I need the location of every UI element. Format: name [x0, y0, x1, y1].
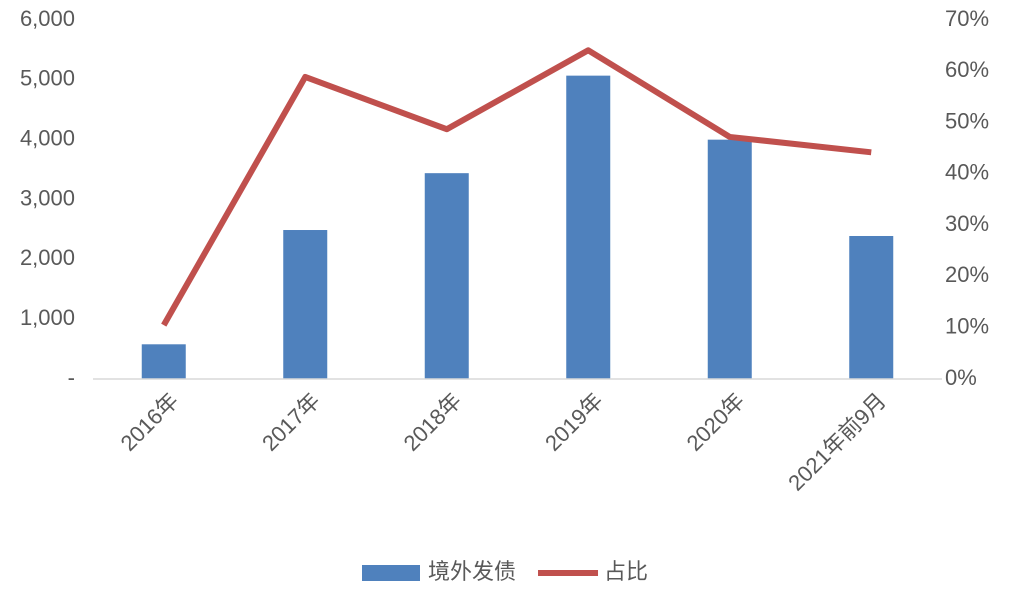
y-tick-label: 1,000: [20, 305, 75, 330]
line: [161, 47, 872, 327]
bar: [707, 139, 752, 379]
x-tick-label: 2016年: [116, 388, 184, 456]
y-tick-label: 3,000: [20, 185, 75, 210]
y2-tick-label: 40%: [945, 160, 989, 185]
x-tick-label: 2021年前9月: [783, 388, 891, 496]
y-tick-label: 5,000: [20, 66, 75, 91]
y2-tick-label: 20%: [945, 262, 989, 287]
legend-label: 境外发债: [428, 559, 516, 584]
y2-tick-label: 0%: [945, 365, 977, 390]
y-tick-label: 6,000: [20, 6, 75, 31]
bar: [849, 235, 894, 379]
bar: [141, 344, 186, 379]
bar: [283, 230, 328, 379]
y2-tick-label: 60%: [945, 57, 989, 82]
y-tick-label: 4,000: [20, 125, 75, 150]
x-tick-label: 2020年: [682, 388, 750, 456]
x-tick-label: 2017年: [257, 388, 325, 456]
y-tick-label: 2,000: [20, 245, 75, 270]
y2-tick-label: 50%: [945, 108, 989, 133]
y2-tick-label: 70%: [945, 6, 989, 31]
y2-tick-label: 10%: [945, 314, 989, 339]
bar: [566, 75, 611, 380]
legend-swatch: [362, 565, 420, 581]
x-tick-label: 2019年: [540, 388, 608, 456]
y2-tick-label: 30%: [945, 211, 989, 236]
y-tick-label: -: [68, 365, 75, 390]
x-tick-label: 2018年: [399, 388, 467, 456]
legend-label: 占比: [604, 559, 648, 584]
bar: [424, 173, 469, 379]
